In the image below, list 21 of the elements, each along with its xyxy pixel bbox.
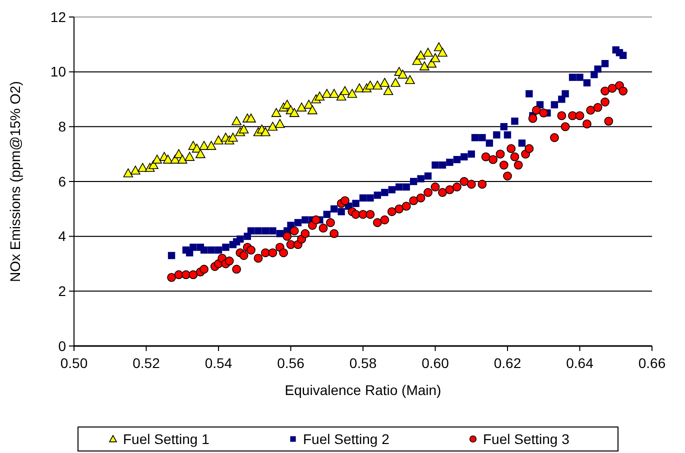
y-axis-title: NOx Emissions (ppm@15% O2) <box>7 81 23 282</box>
y-tick-label: 8 <box>58 118 66 135</box>
y-tick-label: 6 <box>58 173 66 190</box>
x-tick-label: 0.50 <box>60 355 88 371</box>
y-tick-label: 12 <box>50 8 66 25</box>
legend-label: Fuel Setting 2 <box>303 430 390 447</box>
y-tick-label: 2 <box>58 283 66 300</box>
legend-label: Fuel Setting 3 <box>483 430 570 447</box>
y-tick-label: 10 <box>50 64 66 80</box>
x-tick-label: 0.62 <box>494 355 522 371</box>
x-tick-label: 0.60 <box>422 355 450 371</box>
x-tick-label: 0.54 <box>204 355 232 371</box>
x-tick-label: 0.58 <box>349 355 377 371</box>
y-tick-label: 4 <box>58 228 66 244</box>
y-tick-label: 0 <box>58 338 66 354</box>
x-tick-label: 0.66 <box>638 355 666 371</box>
x-tick-label: 0.52 <box>132 355 160 371</box>
x-tick-label: 0.56 <box>277 355 305 371</box>
x-tick-label: 0.64 <box>566 355 594 371</box>
legend-label: Fuel Setting 1 <box>123 430 210 447</box>
x-axis-title: Equivalence Ratio (Main) <box>284 382 442 398</box>
